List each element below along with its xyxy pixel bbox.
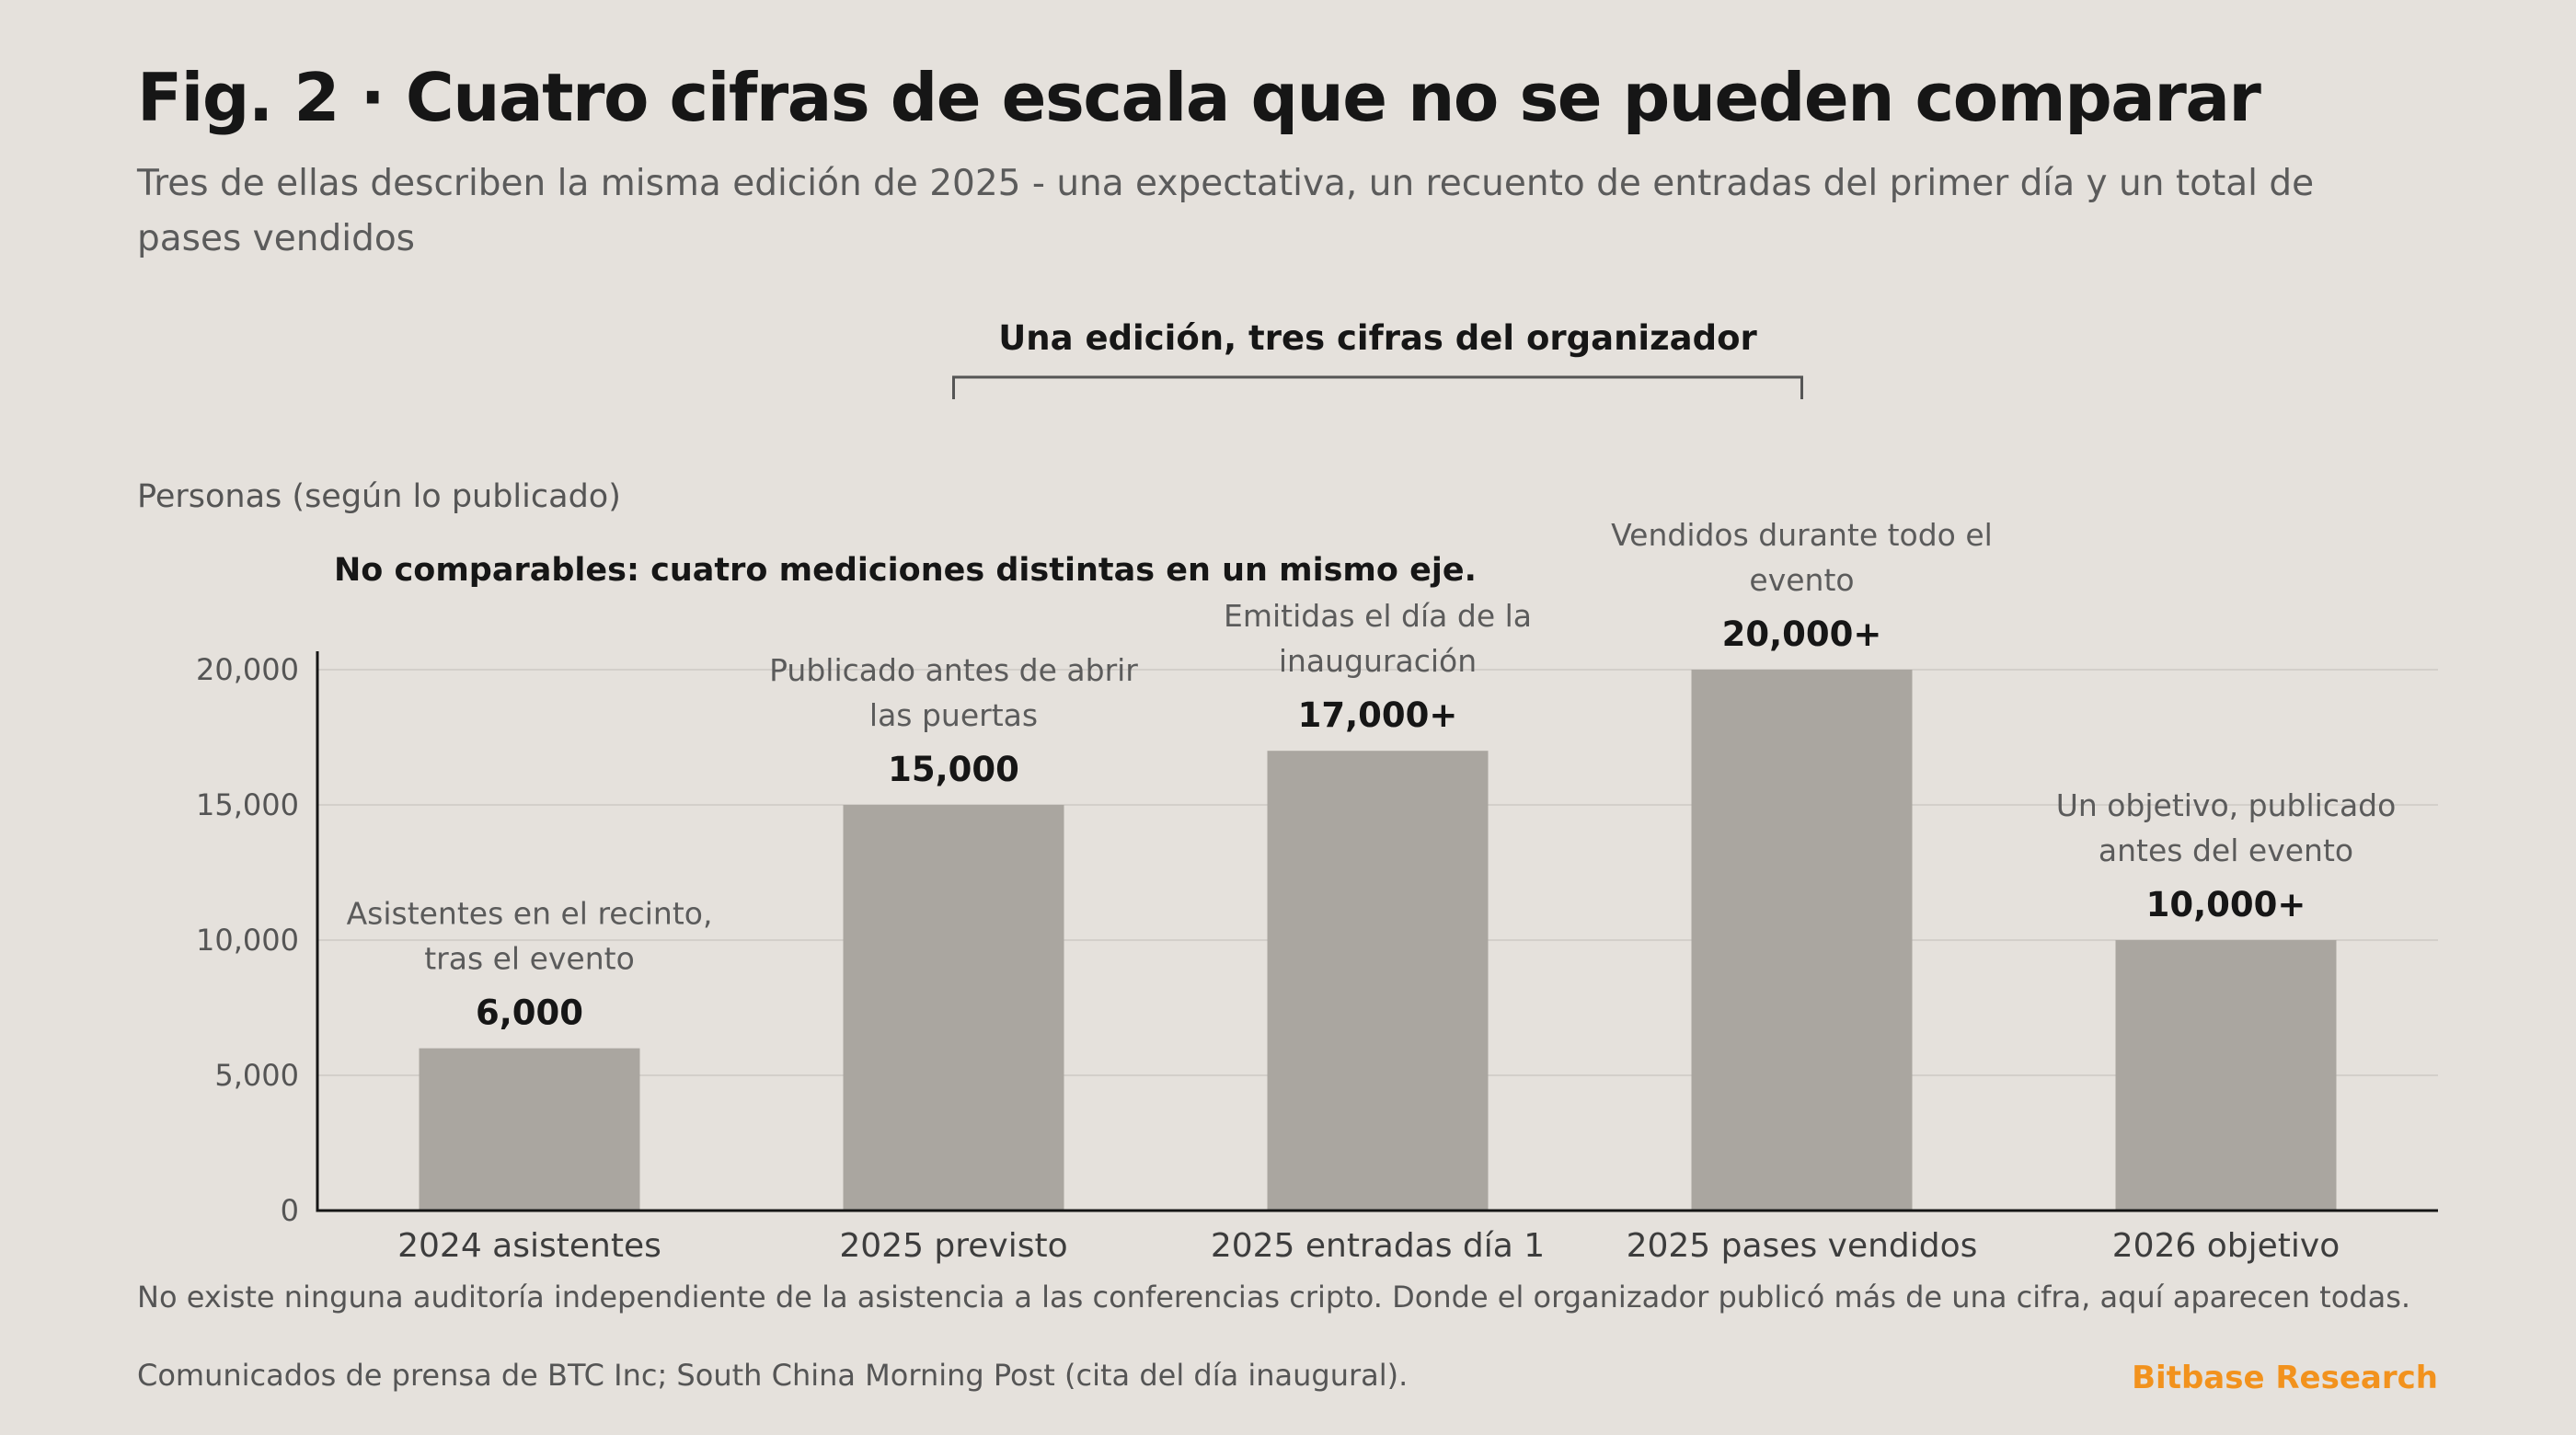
bar-annotation: Asistentes en el recinto, (347, 896, 713, 932)
page-title: Fig. 2 · Cuatro cifras de escala que no … (137, 59, 2261, 136)
bar (2115, 940, 2337, 1211)
y-tick-label: 15,000 (196, 787, 299, 822)
bar (419, 1048, 640, 1211)
y-tick-label: 20,000 (196, 652, 299, 687)
x-tick-label: 2025 pases vendidos (1627, 1227, 1978, 1265)
data-label: 6,000 (476, 993, 583, 1033)
bar-annotation: Emitidas el día de la (1224, 598, 1532, 634)
y-axis-label: Personas (según lo publicado) (137, 478, 621, 515)
bar-annotation: inauguración (1279, 643, 1477, 679)
data-label: 20,000+ (1722, 614, 1882, 654)
bar (1691, 670, 1913, 1211)
bracket-line (952, 375, 1803, 399)
bar-annotation: las puertas (869, 697, 1038, 733)
x-tick-label: 2026 objetivo (2112, 1227, 2340, 1265)
brand-logo: Bitbase Research (2132, 1360, 2438, 1396)
source-note: Comunicados de prensa de BTC Inc; South … (137, 1358, 1409, 1393)
chart-note: No comparables: cuatro mediciones distin… (334, 552, 1477, 589)
data-label: 10,000+ (2146, 885, 2306, 924)
page-subtitle: Tres de ellas describen la misma edición… (137, 163, 2315, 259)
bar-annotation: antes del evento (2099, 832, 2353, 868)
bar-annotation: Publicado antes de abrir (769, 652, 1138, 688)
x-tick-label: 2025 entradas día 1 (1211, 1227, 1545, 1265)
data-label: 15,000 (888, 750, 1019, 789)
bar (843, 805, 1064, 1211)
y-tick-label: 0 (281, 1193, 299, 1228)
bracket-label: Una edición, tres cifras del organizador (998, 318, 1757, 358)
footnote: No existe ninguna auditoría independient… (137, 1280, 2411, 1314)
y-tick-label: 10,000 (196, 923, 299, 958)
bar-annotation: tras el evento (424, 941, 635, 977)
bar (1267, 751, 1489, 1211)
bar-annotation: evento (1749, 562, 1854, 598)
y-tick-label: 5,000 (214, 1058, 299, 1093)
bar-annotation: Un objetivo, publicado (2056, 787, 2397, 823)
data-label: 17,000+ (1298, 695, 1458, 735)
x-tick-label: 2024 asistentes (397, 1227, 661, 1265)
x-tick-label: 2025 previsto (839, 1227, 1067, 1265)
bar-annotation: Vendidos durante todo el (1611, 517, 1993, 553)
